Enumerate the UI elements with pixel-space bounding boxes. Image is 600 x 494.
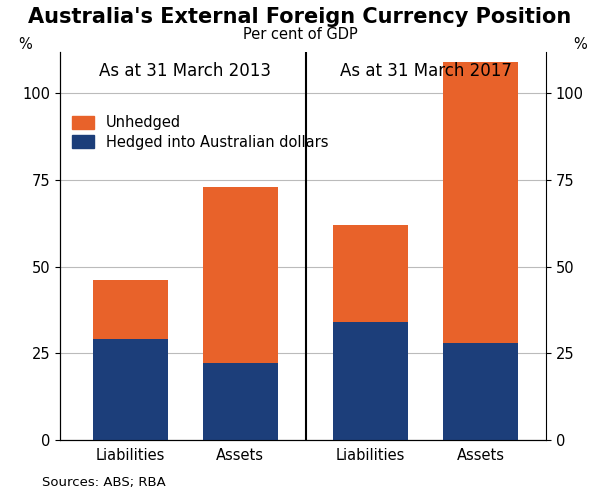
Bar xyxy=(333,322,408,440)
Bar xyxy=(333,225,408,322)
Text: %: % xyxy=(574,37,587,52)
Text: As at 31 March 2017: As at 31 March 2017 xyxy=(340,62,512,80)
Bar xyxy=(92,281,168,339)
Legend: Unhedged, Hedged into Australian dollars: Unhedged, Hedged into Australian dollars xyxy=(72,116,328,150)
Bar xyxy=(203,364,278,440)
Text: Australia's External Foreign Currency Position: Australia's External Foreign Currency Po… xyxy=(28,7,572,27)
Text: Sources: ABS; RBA: Sources: ABS; RBA xyxy=(42,476,166,489)
Bar xyxy=(443,343,518,440)
Text: As at 31 March 2013: As at 31 March 2013 xyxy=(99,62,271,80)
Text: Per cent of GDP: Per cent of GDP xyxy=(242,27,358,42)
Bar xyxy=(203,187,278,364)
Bar xyxy=(92,339,168,440)
Bar xyxy=(443,62,518,343)
Text: %: % xyxy=(19,37,32,52)
